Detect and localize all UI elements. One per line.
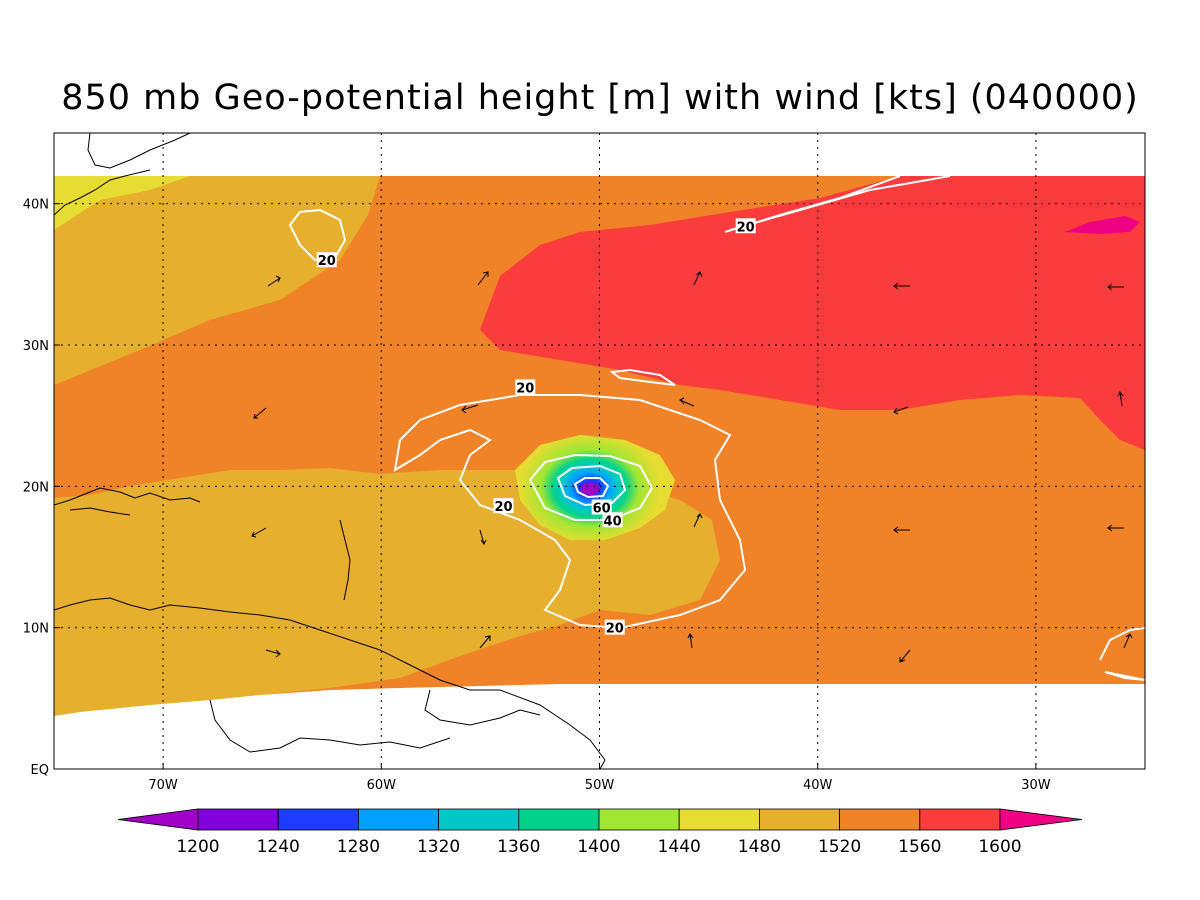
colorbar-high-triangle xyxy=(999,808,1083,831)
colorbar-level-label: 1400 xyxy=(577,837,620,857)
contour-label-text: 20 xyxy=(494,500,512,515)
y-tick-label: 10N xyxy=(23,622,49,637)
contour-label-text: 20 xyxy=(318,254,336,269)
y-tick-label: 40N xyxy=(23,198,49,213)
colorbar-level-label: 1240 xyxy=(257,837,300,857)
colorbar-level-label: 1280 xyxy=(337,837,380,857)
wind-vectors xyxy=(251,271,1133,663)
contour-label-box xyxy=(515,379,536,395)
wind-contours xyxy=(288,175,1146,681)
colorbar-segment xyxy=(919,808,1001,831)
colorbar-level-label: 1520 xyxy=(818,837,861,857)
field-1600-region xyxy=(1065,216,1140,234)
contour-label: 20 xyxy=(604,619,625,637)
contour-label-text: 20 xyxy=(516,381,534,396)
gridlines xyxy=(54,133,1145,769)
colorbar-level-label: 1440 xyxy=(658,837,701,857)
colorbar-segment xyxy=(438,808,520,831)
contour-label-text: 20 xyxy=(606,622,624,637)
x-tick-label: 50W xyxy=(585,778,615,793)
colorbar-level-label: 1600 xyxy=(978,837,1021,857)
colorbar-level-label: 1480 xyxy=(738,837,781,857)
contour-label: 60 xyxy=(591,499,612,517)
y-tick-label: 30N xyxy=(23,339,49,354)
storm-eye xyxy=(581,483,599,495)
colorbar-level-label: 1200 xyxy=(176,837,219,857)
colorbar-segment xyxy=(598,808,680,831)
field-1440-nw-region xyxy=(54,176,190,230)
y-tick-label: 20N xyxy=(23,480,49,495)
colorbar-segment xyxy=(759,808,841,831)
colorbar-segment xyxy=(197,808,279,831)
colorbar-segment xyxy=(277,808,359,831)
contour-label: 20 xyxy=(493,498,514,515)
contour-label-box xyxy=(591,499,612,515)
colorbar-segment xyxy=(839,808,921,831)
colorbar-segment xyxy=(518,808,600,831)
y-tick-label: EQ xyxy=(31,763,49,778)
missing-south-region xyxy=(54,684,1145,769)
contour-label: 40 xyxy=(602,512,623,529)
colorbar: 1200 1240 1280 1320 1360 1400 1440 1480 1520 1560… xyxy=(117,808,1083,857)
colorbar-level-label: 1320 xyxy=(417,837,460,857)
colorbar-level-label: 1560 xyxy=(898,837,941,857)
colorbar-segment xyxy=(678,808,760,831)
colorbar-low-triangle xyxy=(117,808,199,831)
contour-label-box xyxy=(316,252,337,268)
colorbar-level-label: 1360 xyxy=(497,837,540,857)
x-tick-label: 70W xyxy=(148,778,178,793)
contour-label-box xyxy=(493,498,514,514)
contour-label-box xyxy=(735,218,756,234)
coastlines xyxy=(54,133,606,769)
x-tick-label: 30W xyxy=(1021,778,1051,793)
contour-label-text: 20 xyxy=(737,220,755,235)
x-tick-label: 60W xyxy=(367,778,397,793)
colorbar-segment xyxy=(357,808,439,831)
field-1560-region xyxy=(480,176,1145,450)
contour-label-text: 40 xyxy=(604,514,622,529)
field-1480-nw-region xyxy=(54,176,380,385)
contour-label: 20 xyxy=(316,252,337,269)
x-axis-ticks: 70W 60W 50W 40W 30W xyxy=(148,763,1051,793)
contour-label: 20 xyxy=(515,379,536,396)
contour-label-box xyxy=(604,619,625,635)
contour-label-text: 60 xyxy=(593,502,611,517)
y-axis-ticks: EQ 10N 20N 30N 40N xyxy=(23,198,60,778)
map-title: 850 mb Geo-potential height [m] with win… xyxy=(61,78,1139,118)
contour-label-box xyxy=(602,512,623,528)
x-tick-label: 40W xyxy=(803,778,833,793)
contour-label: 20 xyxy=(735,218,756,235)
